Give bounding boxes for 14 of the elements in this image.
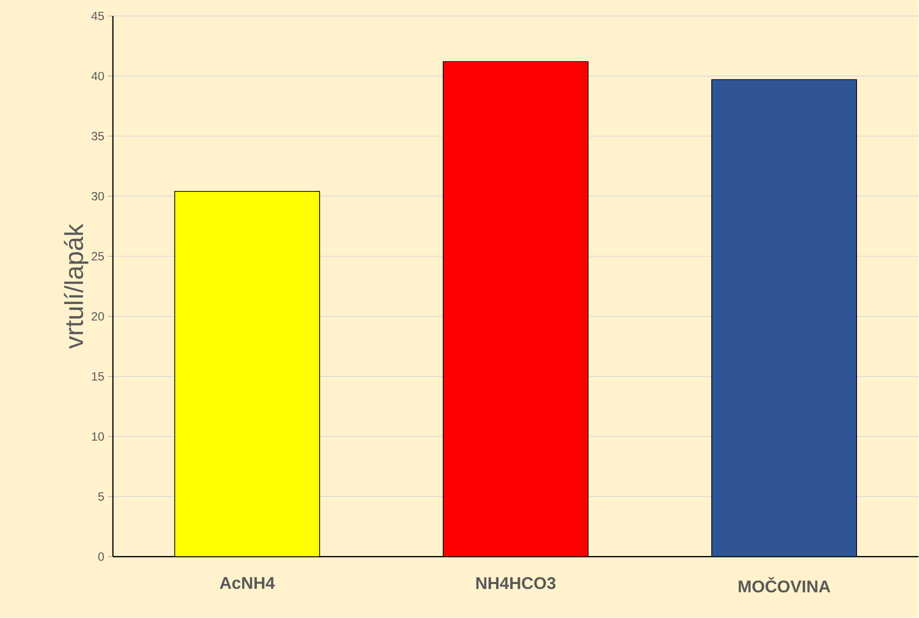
x-tick-label: NH4HCO3 bbox=[476, 577, 556, 590]
y-axis-title: vrtulí/lapák bbox=[64, 224, 88, 350]
x-tick-label: AcNH4 bbox=[220, 577, 275, 590]
y-tick-label: 15 bbox=[92, 372, 104, 381]
y-tick-label: 40 bbox=[91, 72, 104, 80]
y-tick-label: 5 bbox=[98, 492, 104, 501]
y-tick-label: 30 bbox=[92, 192, 104, 201]
x-tick-label: MOČOVINA bbox=[738, 577, 830, 593]
y-tick-label: 10 bbox=[92, 432, 104, 441]
y-tick-label: 35 bbox=[92, 132, 104, 141]
y-tick-label: 25 bbox=[92, 252, 104, 261]
y-tick-label: 45 bbox=[91, 12, 104, 20]
y-tick-label: 20 bbox=[92, 312, 104, 321]
y-tick-label: 0 bbox=[98, 552, 104, 562]
